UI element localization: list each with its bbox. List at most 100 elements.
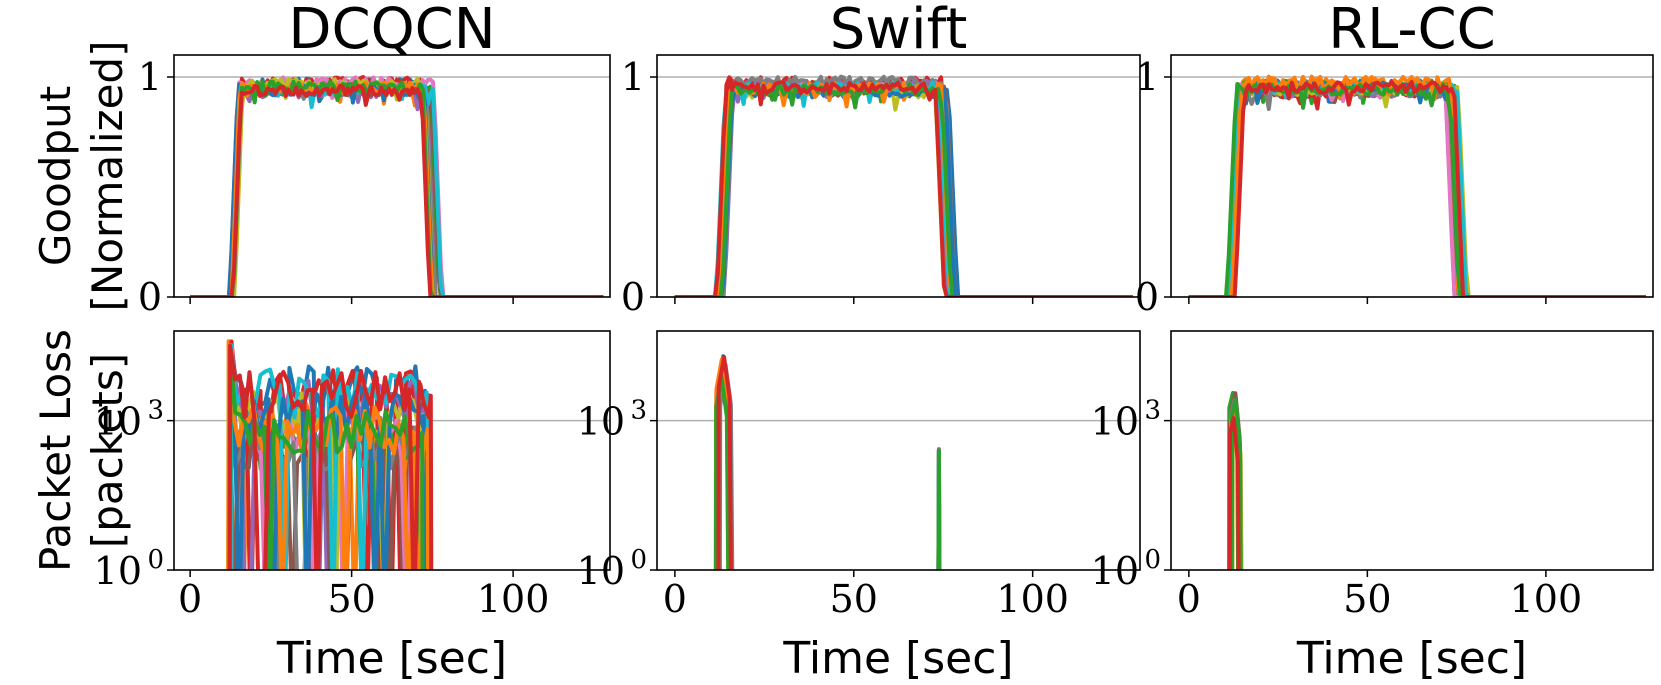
- series-line-10: [674, 80, 1133, 297]
- series-line-10: [190, 82, 604, 297]
- y-tick-label: 10: [577, 400, 625, 444]
- series-line-9: [190, 76, 604, 297]
- y-axis-label-line-1: Packet Loss: [31, 329, 80, 572]
- series-line-13: [674, 82, 1133, 297]
- series-line-13: [1188, 82, 1646, 297]
- series-line-1: [1188, 78, 1646, 297]
- series-line-7: [190, 75, 604, 297]
- series-line-2: [190, 80, 604, 297]
- series-line-14: [1188, 79, 1646, 297]
- x-tick-label: 100: [996, 577, 1069, 621]
- y-tick-label: 10: [1091, 549, 1139, 593]
- series-line-13: [1229, 397, 1243, 570]
- y-tick-label: 10: [1091, 400, 1139, 444]
- series-line-1: [190, 76, 604, 297]
- series-line-2: [1188, 76, 1646, 297]
- y-tick-label: 10: [94, 549, 142, 593]
- series-line-12: [1188, 74, 1646, 297]
- y-tick-label: 0: [621, 275, 645, 319]
- series-line-14: [227, 343, 434, 570]
- x-axis-label: Time [sec]: [1296, 633, 1527, 684]
- series-line-11: [674, 84, 1133, 297]
- chart-panel-1: 0 1 DCQCN Goodput [Normalized]: [31, 0, 611, 319]
- y-tick-exponent: 0: [630, 545, 647, 575]
- x-tick-label: 50: [1343, 577, 1391, 621]
- series-line-5: [190, 84, 604, 297]
- series-line-12: [674, 81, 1133, 297]
- series-line-7: [674, 80, 1133, 297]
- series-line-14: [190, 83, 604, 297]
- chart-panel-3: 0 1 RL-CC: [1135, 0, 1654, 319]
- x-tick-label: 50: [327, 577, 375, 621]
- y-axis-label-line-1: Goodput: [31, 86, 80, 266]
- chart-panel-2: 0 1 Swift: [621, 0, 1141, 319]
- series-line-10: [1188, 80, 1646, 297]
- series-line-11: [1188, 79, 1646, 297]
- x-axis-label: Time [sec]: [276, 633, 507, 684]
- y-tick-label: 10: [577, 549, 625, 593]
- y-tick-exponent: 0: [147, 545, 164, 575]
- series-line-1: [674, 83, 1133, 297]
- series-line-4: [1188, 85, 1646, 297]
- x-tick-label: 0: [178, 577, 202, 621]
- y-axis-label-line-2: [packets]: [83, 353, 132, 548]
- y-tick-exponent: 3: [630, 396, 647, 426]
- y-axis-label-line-2: [Normalized]: [83, 41, 132, 312]
- series-line-7: [1188, 81, 1646, 297]
- series-line-14: [1227, 416, 1241, 570]
- series-group: [226, 339, 434, 570]
- panel-title: Swift: [830, 0, 968, 62]
- axes-frame: [656, 330, 1141, 571]
- x-tick-label: 100: [477, 577, 550, 621]
- y-tick-label: 0: [1135, 275, 1159, 319]
- series-group: [1227, 391, 1244, 570]
- series-line-3: [674, 80, 1133, 297]
- series-group: [674, 74, 1133, 297]
- axes-frame: [1170, 330, 1654, 571]
- series-line-14: [716, 355, 733, 570]
- series-group: [713, 354, 942, 570]
- series-line-8: [1188, 84, 1646, 297]
- x-tick-label: 0: [1177, 577, 1201, 621]
- series-line-3: [190, 82, 604, 297]
- series-line-3: [1227, 391, 1240, 570]
- series-line-14: [674, 80, 1133, 297]
- y-tick-label: 0: [138, 275, 162, 319]
- series-line-5: [674, 76, 1133, 297]
- y-tick-label: 10: [94, 400, 142, 444]
- y-tick-label: 1: [621, 55, 645, 99]
- y-tick-exponent: 3: [147, 396, 164, 426]
- x-tick-label: 50: [830, 577, 878, 621]
- series-line-4: [674, 75, 1133, 297]
- series-line-3: [1188, 78, 1646, 297]
- series-line-5: [1188, 83, 1646, 297]
- series-line-6: [674, 84, 1133, 297]
- y-tick-label: 1: [1135, 55, 1159, 99]
- axes-frame: [1170, 54, 1654, 298]
- series-group: [1188, 74, 1646, 297]
- series-line-4: [190, 75, 604, 297]
- panel-title: DCQCN: [288, 0, 495, 62]
- y-tick-exponent: 0: [1144, 545, 1161, 575]
- axes-frame: [656, 54, 1141, 298]
- series-line-8: [674, 74, 1133, 297]
- series-line-6: [1188, 82, 1646, 297]
- axes-frame: [173, 54, 611, 298]
- series-line-8: [190, 82, 604, 297]
- y-tick-exponent: 3: [1144, 396, 1161, 426]
- y-tick-label: 1: [138, 55, 162, 99]
- series-line-11: [190, 82, 604, 297]
- series-line-2: [674, 81, 1133, 297]
- series-line-9: [1188, 82, 1646, 297]
- series-line-13: [190, 79, 604, 297]
- series-line-10: [228, 343, 430, 570]
- series-line-13: [713, 375, 942, 570]
- series-line-9: [674, 84, 1133, 297]
- x-tick-label: 100: [1510, 577, 1583, 621]
- series-line-6: [190, 82, 604, 297]
- axes-frame: [173, 330, 611, 571]
